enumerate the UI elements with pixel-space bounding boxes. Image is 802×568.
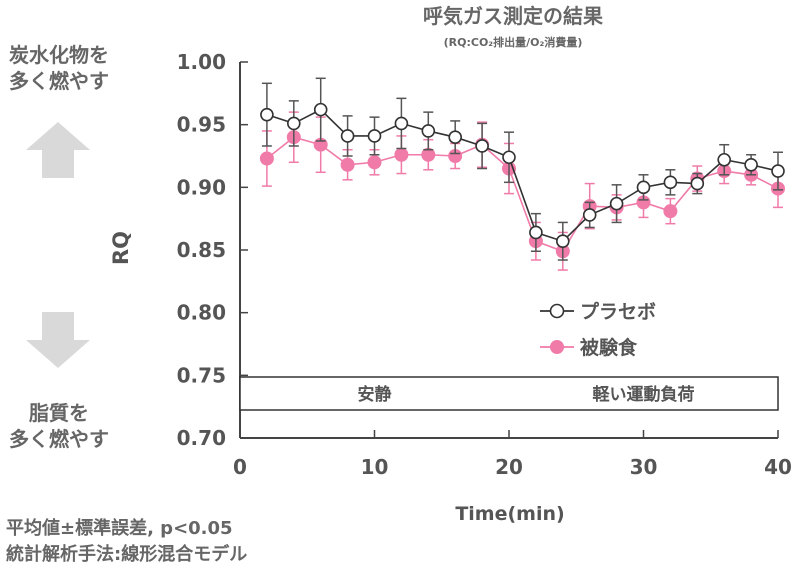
chart-title: 呼気ガス測定の結果: [423, 4, 603, 28]
x-tick-label: 0: [233, 455, 247, 479]
phase-box: [239, 376, 779, 411]
fat-label-line1: 脂質を: [29, 401, 89, 425]
carb-label-line1: 炭水化物を: [9, 43, 109, 67]
y-tick-label: 0.90: [177, 175, 226, 199]
data-point: [313, 102, 328, 117]
y-axis-label: RQ: [109, 231, 133, 265]
series-test-food: [259, 111, 785, 271]
data-point: [663, 175, 678, 190]
y-tick-label: 0.75: [177, 363, 226, 387]
y-tick-label: 0.70: [177, 426, 226, 450]
x-tick-label: 10: [361, 455, 389, 479]
carb-label-line2: 多く燃やす: [9, 69, 109, 93]
data-point: [529, 225, 543, 240]
note-stat: 平均値±標準誤差, p<0.05: [6, 518, 233, 539]
data-point: [286, 116, 301, 131]
data-point: [555, 234, 570, 249]
carb-label: 炭水化物を 多く燃やす: [0, 42, 118, 94]
legend-label: 被験食: [580, 336, 638, 359]
y-tick-label: 1.00: [177, 50, 226, 74]
data-point: [394, 116, 409, 131]
data-point: [367, 155, 382, 170]
x-tick-label: 20: [495, 455, 523, 479]
x-tick-label: 30: [630, 455, 658, 479]
data-point: [340, 129, 355, 143]
note-method: 統計解析手法:線形混合モデル: [6, 544, 248, 565]
legend-marker: [550, 340, 564, 354]
axes: 0.70 0.75 0.80 0.85 0.90 0.95 1.00 0 10 20 30 40: [177, 50, 792, 479]
y-tick-label: 0.80: [177, 301, 226, 325]
data-point: [502, 150, 516, 165]
x-tick-label: 40: [764, 455, 792, 479]
series-placebo: [260, 77, 785, 261]
y-tick-label: 0.85: [177, 238, 226, 262]
data-point: [448, 130, 463, 144]
data-point: [663, 204, 678, 219]
data-point: [259, 151, 274, 166]
legend-label: プラセボ: [580, 300, 656, 323]
y-tick-label: 0.95: [177, 113, 226, 137]
phase-exercise-label: 軽い運動負荷: [593, 384, 695, 405]
phase-bar: 安静 軽い運動負荷: [239, 376, 779, 411]
data-point: [609, 196, 624, 211]
data-point: [367, 129, 382, 143]
data-point: [475, 139, 489, 153]
series-layer: [259, 77, 785, 271]
fat-label-line2: 多く燃やす: [9, 427, 109, 451]
data-point: [260, 107, 274, 122]
data-point: [394, 147, 409, 162]
data-point: [582, 208, 597, 222]
data-point: [421, 124, 436, 138]
data-point: [340, 157, 355, 172]
data-point: [690, 176, 705, 191]
data-point: [771, 164, 785, 178]
fat-label: 脂質を 多く燃やす: [0, 400, 118, 452]
legend-marker: [549, 303, 565, 319]
data-point: [744, 157, 758, 172]
phase-rest-label: 安静: [358, 384, 392, 405]
down-arrow-icon: [26, 312, 90, 368]
chart-subtitle: (RQ:CO₂排出量/O₂消費量): [444, 35, 583, 49]
data-point: [717, 152, 732, 167]
data-point: [636, 180, 651, 195]
x-axis-label: Time(min): [455, 503, 564, 525]
up-arrow-icon: [26, 122, 90, 178]
